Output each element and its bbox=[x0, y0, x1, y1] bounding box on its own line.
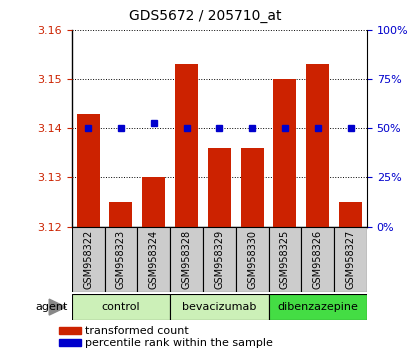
Bar bbox=[235, 227, 268, 292]
Text: GDS5672 / 205710_at: GDS5672 / 205710_at bbox=[128, 9, 281, 23]
Bar bbox=[207, 148, 230, 227]
Bar bbox=[76, 114, 99, 227]
Bar bbox=[58, 327, 81, 335]
Bar bbox=[170, 294, 268, 320]
Text: bevacizumab: bevacizumab bbox=[182, 302, 256, 312]
Text: percentile rank within the sample: percentile rank within the sample bbox=[85, 338, 272, 348]
Text: GSM958323: GSM958323 bbox=[116, 230, 126, 289]
Text: GSM958327: GSM958327 bbox=[345, 230, 355, 289]
Text: control: control bbox=[101, 302, 140, 312]
Text: dibenzazepine: dibenzazepine bbox=[276, 302, 357, 312]
Bar bbox=[268, 294, 366, 320]
Bar bbox=[72, 294, 170, 320]
Bar bbox=[109, 202, 132, 227]
Text: GSM958324: GSM958324 bbox=[148, 230, 158, 289]
Text: agent: agent bbox=[35, 302, 67, 312]
Bar bbox=[273, 79, 296, 227]
Bar bbox=[72, 227, 104, 292]
Polygon shape bbox=[49, 299, 65, 315]
Bar bbox=[104, 227, 137, 292]
Bar bbox=[333, 227, 366, 292]
Bar bbox=[338, 202, 361, 227]
Bar bbox=[268, 227, 301, 292]
Bar bbox=[137, 227, 170, 292]
Bar bbox=[175, 64, 198, 227]
Bar bbox=[306, 64, 328, 227]
Text: GSM958329: GSM958329 bbox=[214, 230, 224, 289]
Bar bbox=[301, 227, 333, 292]
Text: GSM958325: GSM958325 bbox=[279, 230, 289, 289]
Text: GSM958328: GSM958328 bbox=[181, 230, 191, 289]
Bar bbox=[170, 227, 202, 292]
Text: transformed count: transformed count bbox=[85, 326, 189, 336]
Bar bbox=[202, 227, 235, 292]
Bar bbox=[142, 177, 165, 227]
Text: GSM958330: GSM958330 bbox=[247, 230, 256, 289]
Text: GSM958322: GSM958322 bbox=[83, 230, 93, 289]
Bar bbox=[240, 148, 263, 227]
Text: GSM958326: GSM958326 bbox=[312, 230, 322, 289]
Bar bbox=[58, 339, 81, 347]
